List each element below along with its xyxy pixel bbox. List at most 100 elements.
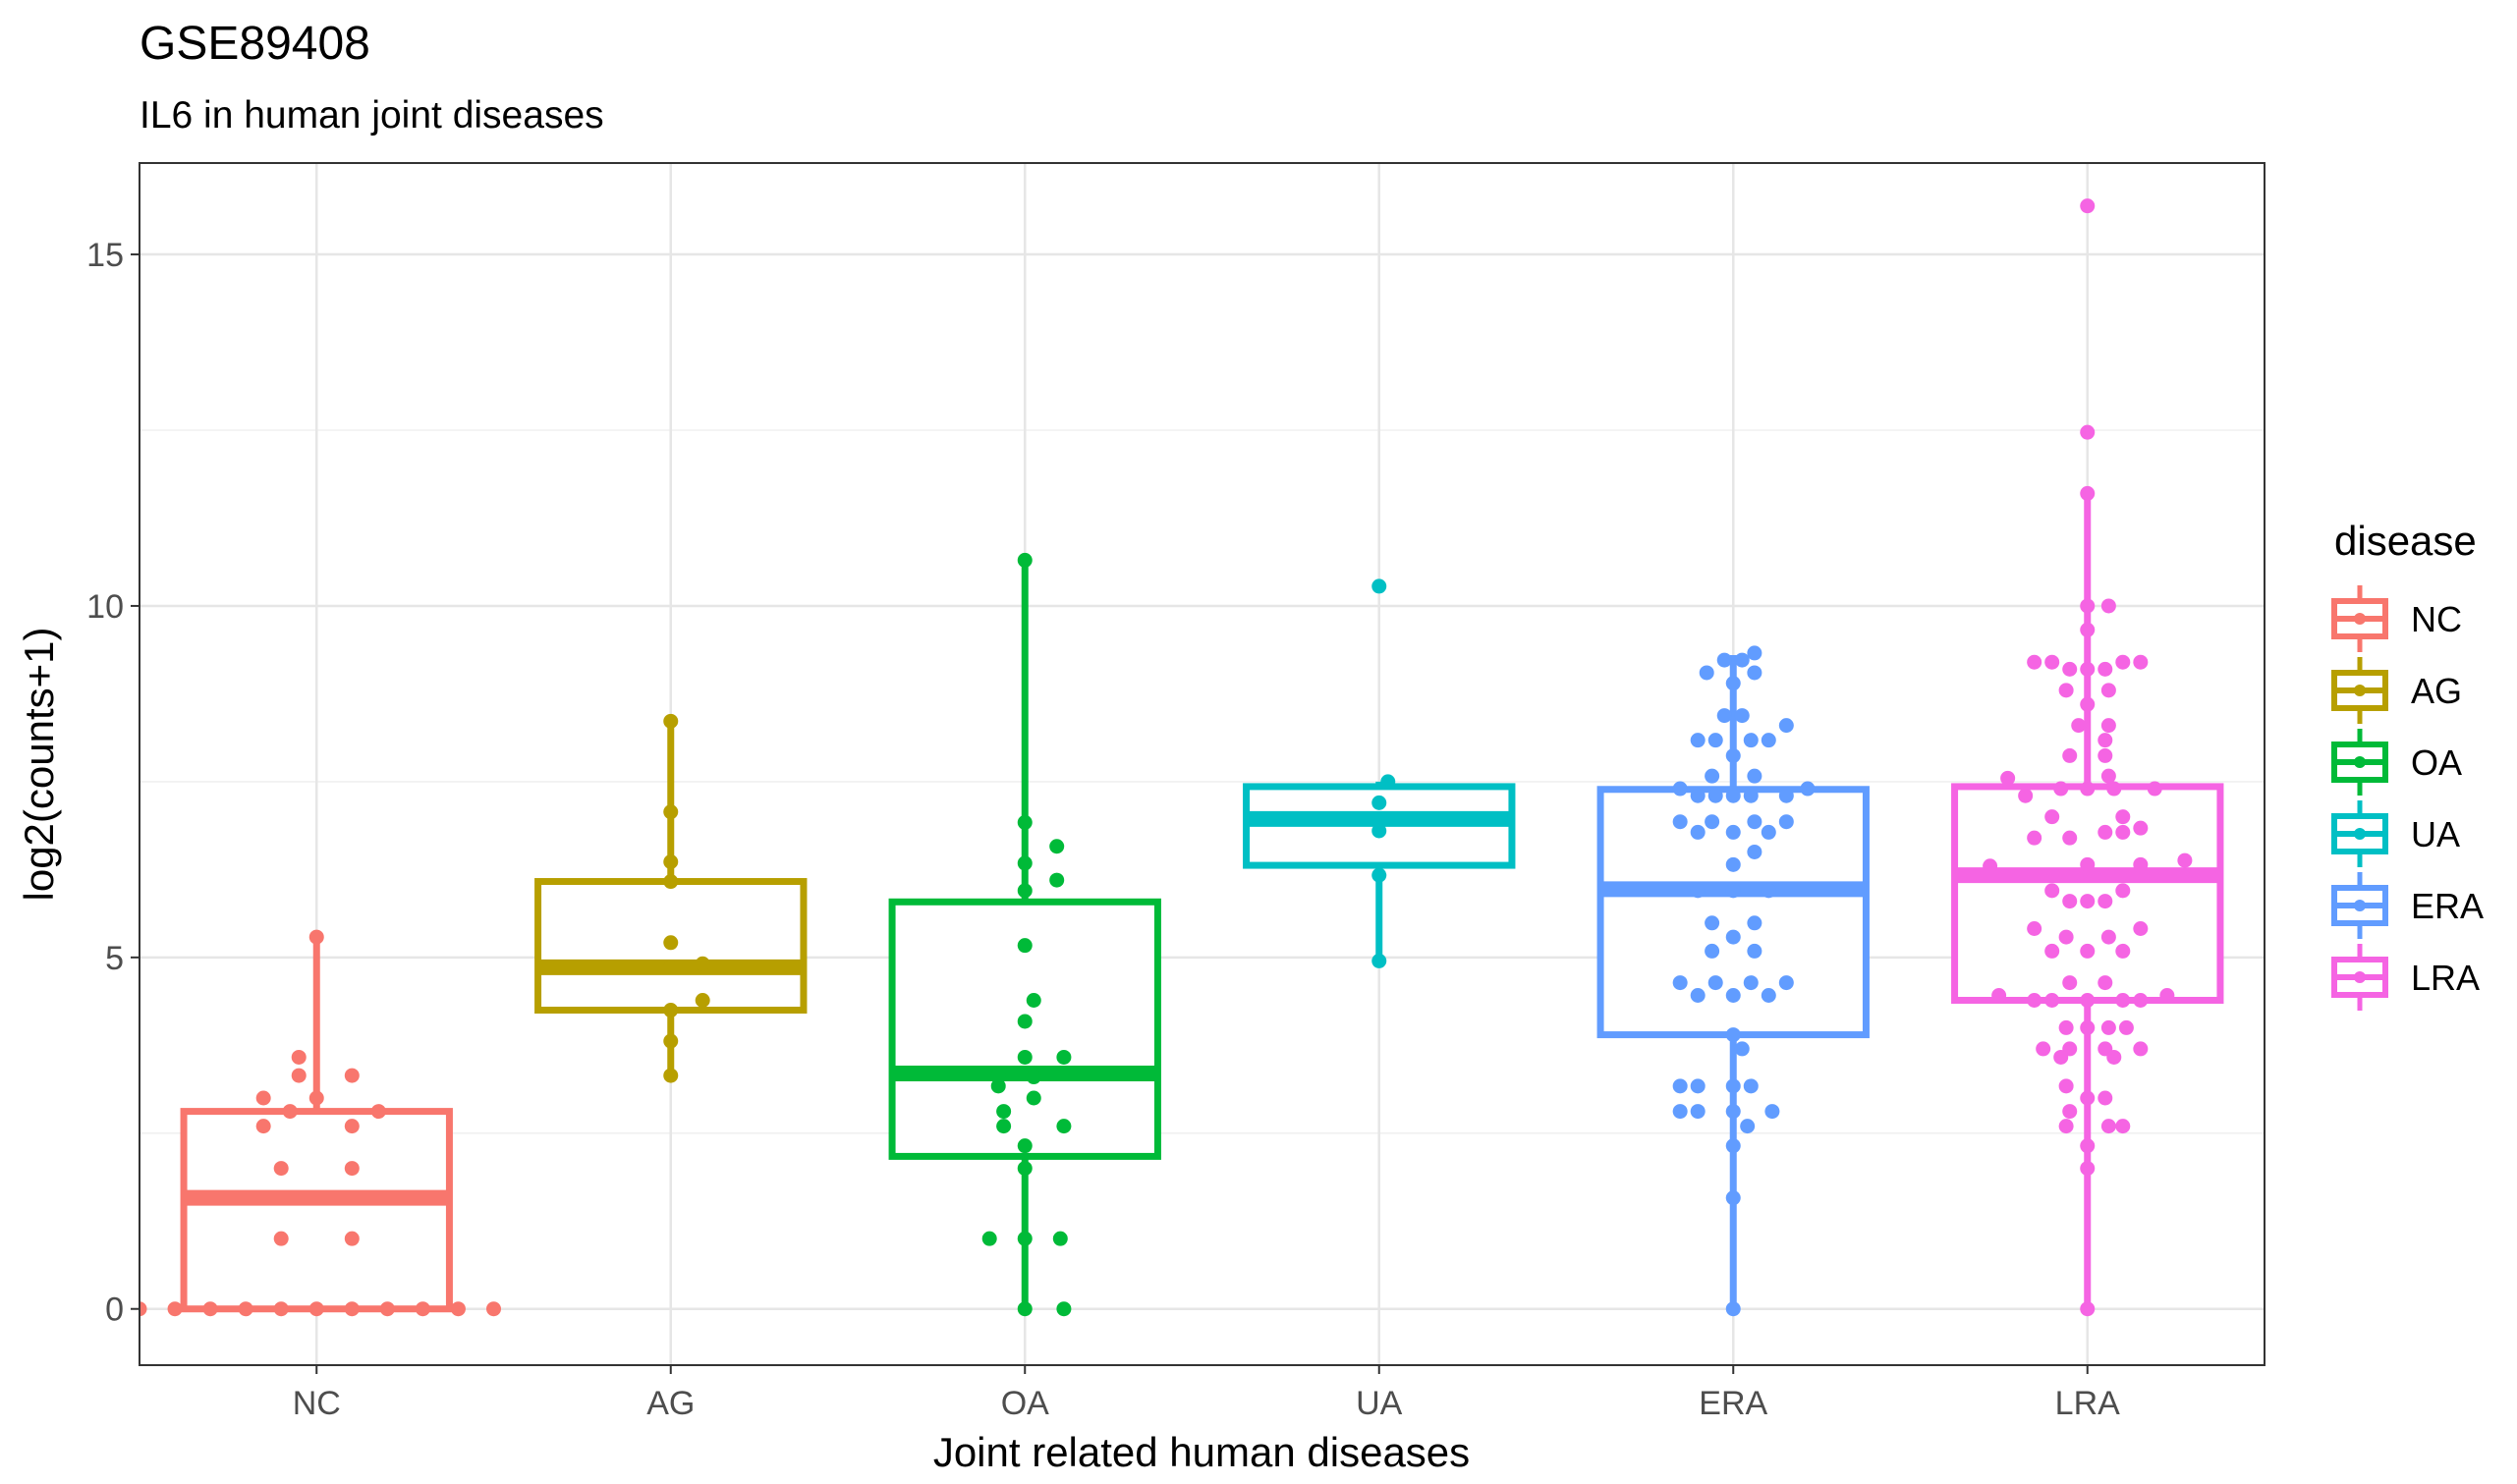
data-point xyxy=(1056,1049,1072,1065)
data-point xyxy=(663,1033,679,1049)
data-point xyxy=(1371,795,1387,810)
data-point xyxy=(1778,814,1794,830)
plot-panel xyxy=(140,163,2265,1365)
data-point xyxy=(663,1068,679,1083)
data-point xyxy=(1800,781,1816,797)
data-point xyxy=(1705,768,1720,784)
x-tick-label: NC xyxy=(293,1385,341,1422)
data-point xyxy=(1761,987,1776,1003)
data-point xyxy=(2133,1041,2149,1057)
data-point xyxy=(1707,733,1723,748)
data-point xyxy=(273,1231,289,1246)
data-point xyxy=(291,1068,307,1083)
data-point xyxy=(1725,676,1741,691)
data-point xyxy=(2036,1041,2051,1057)
data-point xyxy=(2115,809,2131,825)
data-point xyxy=(140,1301,147,1317)
data-point xyxy=(486,1301,501,1317)
data-point xyxy=(1690,788,1706,803)
data-point xyxy=(2044,654,2060,670)
data-point xyxy=(2062,1104,2078,1120)
data-point xyxy=(2115,943,2131,959)
data-point xyxy=(291,1049,307,1065)
legend-item-ag: AG xyxy=(2331,657,2462,724)
data-point xyxy=(996,1119,1012,1134)
data-point xyxy=(2080,993,2096,1009)
data-point xyxy=(2100,768,2116,784)
data-point xyxy=(1380,774,1396,790)
data-point xyxy=(1371,953,1387,968)
y-tick-label: 10 xyxy=(86,588,124,626)
data-point xyxy=(2053,781,2069,797)
legend-label: ERA xyxy=(2411,886,2484,926)
data-point xyxy=(1056,1119,1072,1134)
data-point xyxy=(2080,1090,2096,1106)
data-point xyxy=(2115,883,2131,899)
data-point xyxy=(255,1090,271,1106)
data-point xyxy=(1690,987,1706,1003)
data-point xyxy=(2100,929,2116,945)
data-point xyxy=(2106,1049,2122,1065)
data-point xyxy=(2058,929,2074,945)
data-point xyxy=(273,1301,289,1317)
data-point xyxy=(663,713,679,729)
data-point xyxy=(1747,943,1762,959)
data-point xyxy=(1743,788,1759,803)
data-point xyxy=(1747,844,1762,859)
data-point xyxy=(1690,883,1706,899)
data-point xyxy=(2044,993,2060,1009)
data-point xyxy=(202,1301,218,1317)
legend: disease NC AG OA UA ERA LRA xyxy=(2331,518,2484,1011)
data-point xyxy=(1707,788,1723,803)
data-point xyxy=(1705,943,1720,959)
legend-item-oa: OA xyxy=(2331,729,2462,796)
data-point xyxy=(1747,915,1762,931)
data-point xyxy=(1049,872,1065,888)
data-point xyxy=(1725,856,1741,872)
data-point xyxy=(1371,867,1387,883)
data-point xyxy=(695,956,710,971)
data-point xyxy=(2100,718,2116,734)
data-point xyxy=(2100,1119,2116,1134)
data-point xyxy=(450,1301,466,1317)
series-oa xyxy=(888,552,1161,1317)
data-point xyxy=(1725,1138,1741,1154)
data-point xyxy=(2058,1078,2074,1094)
box-nc xyxy=(180,1108,453,1313)
x-tick-label: AG xyxy=(646,1385,695,1422)
series-ua xyxy=(1243,578,1516,968)
x-axis: NC AG OA UA ERA LRA xyxy=(293,1365,2120,1422)
data-point xyxy=(1778,788,1794,803)
data-point xyxy=(1778,975,1794,991)
data-point xyxy=(2115,654,2131,670)
data-point xyxy=(2018,788,2034,803)
data-point xyxy=(663,960,679,975)
legend-label: AG xyxy=(2411,671,2462,711)
data-point xyxy=(1017,883,1033,899)
data-point xyxy=(2058,1019,2074,1035)
data-point xyxy=(2080,661,2096,677)
data-point xyxy=(379,1301,395,1317)
data-point xyxy=(1672,781,1688,797)
series-nc xyxy=(140,929,501,1317)
y-tick-label: 5 xyxy=(105,940,124,977)
data-point xyxy=(1017,1138,1033,1154)
data-point xyxy=(2100,598,2116,614)
box-lra xyxy=(1951,783,2224,1005)
data-point xyxy=(1747,768,1762,784)
data-point xyxy=(1734,652,1750,668)
data-point xyxy=(1743,1078,1759,1094)
data-point xyxy=(2062,894,2078,909)
data-point xyxy=(1707,975,1723,991)
plot-marks xyxy=(140,198,2224,1317)
data-point xyxy=(2133,654,2149,670)
data-point xyxy=(167,1301,183,1317)
data-point xyxy=(2118,1019,2134,1035)
data-point xyxy=(2106,781,2122,797)
data-point xyxy=(282,1104,298,1120)
data-point xyxy=(1017,855,1033,871)
data-point xyxy=(981,1231,997,1246)
data-point xyxy=(1743,733,1759,748)
data-point xyxy=(1764,1104,1780,1120)
